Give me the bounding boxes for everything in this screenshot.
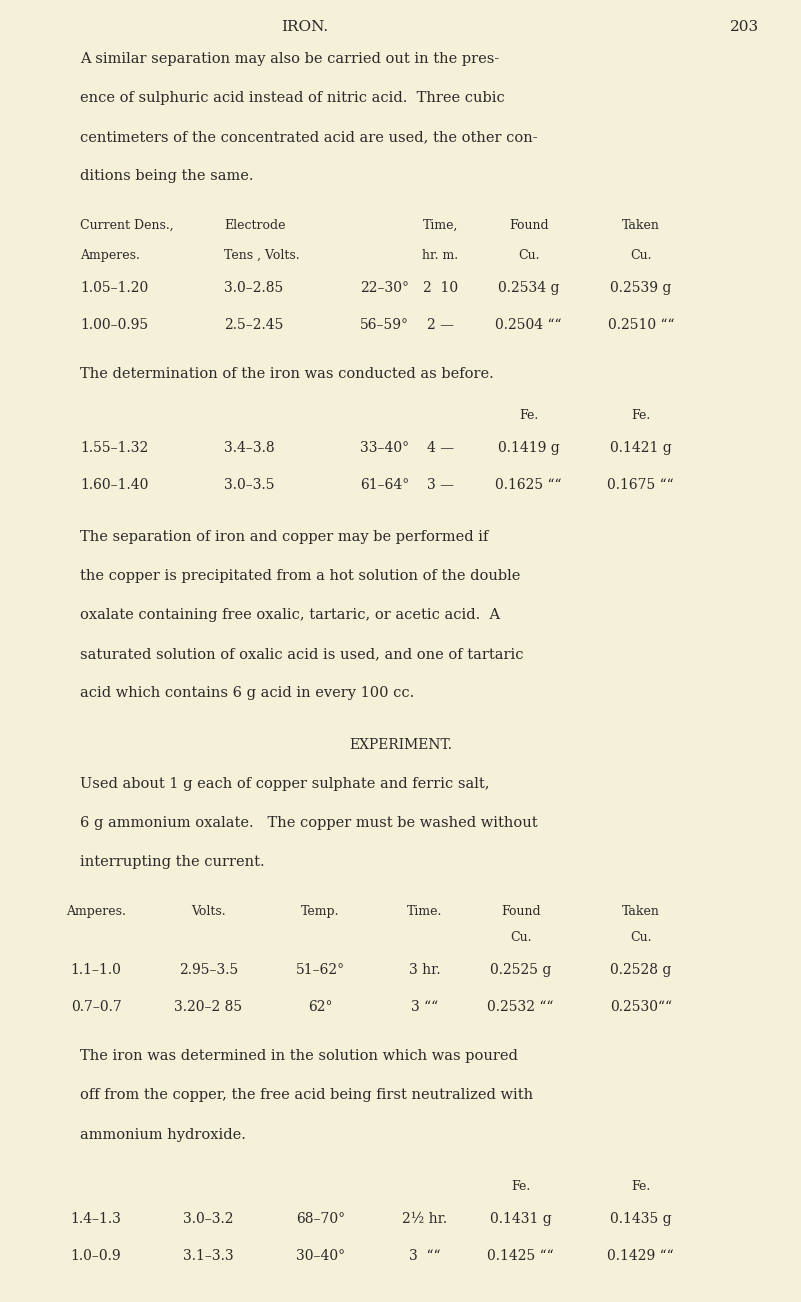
Text: hr. m.: hr. m. bbox=[422, 249, 459, 262]
Text: ammonium hydroxide.: ammonium hydroxide. bbox=[80, 1128, 246, 1142]
Text: 0.2534 g: 0.2534 g bbox=[498, 281, 559, 296]
Text: ditions being the same.: ditions being the same. bbox=[80, 169, 254, 184]
Text: Cu.: Cu. bbox=[510, 931, 531, 944]
Text: Used about 1 g each of copper sulphate and ferric salt,: Used about 1 g each of copper sulphate a… bbox=[80, 777, 489, 792]
Text: 203: 203 bbox=[731, 20, 759, 34]
Text: A similar separation may also be carried out in the pres-: A similar separation may also be carried… bbox=[80, 52, 499, 66]
Text: Amperes.: Amperes. bbox=[80, 249, 140, 262]
Text: Amperes.: Amperes. bbox=[66, 905, 126, 918]
Text: Cu.: Cu. bbox=[518, 249, 539, 262]
Text: 3.0–3.5: 3.0–3.5 bbox=[224, 478, 275, 492]
Text: Cu.: Cu. bbox=[630, 249, 651, 262]
Text: Taken: Taken bbox=[622, 905, 660, 918]
Text: 2½ hr.: 2½ hr. bbox=[402, 1212, 447, 1226]
Text: 3.0–2.85: 3.0–2.85 bbox=[224, 281, 284, 296]
Text: Electrode: Electrode bbox=[224, 219, 286, 232]
Text: 0.7–0.7: 0.7–0.7 bbox=[70, 1000, 122, 1014]
Text: 0.2539 g: 0.2539 g bbox=[610, 281, 671, 296]
Text: Cu.: Cu. bbox=[630, 931, 651, 944]
Text: 61–64°: 61–64° bbox=[360, 478, 409, 492]
Text: saturated solution of oxalic acid is used, and one of tartaric: saturated solution of oxalic acid is use… bbox=[80, 647, 524, 661]
Text: 3  ““: 3 ““ bbox=[409, 1249, 441, 1263]
Text: Current Dens.,: Current Dens., bbox=[80, 219, 174, 232]
Text: 3 —: 3 — bbox=[427, 478, 454, 492]
Text: EXPERIMENT.: EXPERIMENT. bbox=[349, 738, 452, 753]
Text: 0.2528 g: 0.2528 g bbox=[610, 963, 671, 978]
Text: 1.55–1.32: 1.55–1.32 bbox=[80, 441, 148, 456]
Text: 3 ““: 3 ““ bbox=[411, 1000, 438, 1014]
Text: 51–62°: 51–62° bbox=[296, 963, 345, 978]
Text: Fe.: Fe. bbox=[631, 1180, 650, 1193]
Text: 3.20–2 85: 3.20–2 85 bbox=[174, 1000, 243, 1014]
Text: 62°: 62° bbox=[308, 1000, 332, 1014]
Text: 1.0–0.9: 1.0–0.9 bbox=[70, 1249, 122, 1263]
Text: 0.2532 ““: 0.2532 ““ bbox=[488, 1000, 553, 1014]
Text: 0.1431 g: 0.1431 g bbox=[489, 1212, 552, 1226]
Text: 2 —: 2 — bbox=[427, 318, 454, 332]
Text: 1.60–1.40: 1.60–1.40 bbox=[80, 478, 148, 492]
Text: The separation of iron and copper may be performed if: The separation of iron and copper may be… bbox=[80, 530, 489, 544]
Text: Found: Found bbox=[509, 219, 549, 232]
Text: IRON.: IRON. bbox=[281, 20, 328, 34]
Text: ence of sulphuric acid instead of nitric acid.  Three cubic: ence of sulphuric acid instead of nitric… bbox=[80, 91, 505, 105]
Text: 33–40°: 33–40° bbox=[360, 441, 409, 456]
Text: 0.1425 ““: 0.1425 ““ bbox=[487, 1249, 554, 1263]
Text: acid which contains 6 g acid in every 100 cc.: acid which contains 6 g acid in every 10… bbox=[80, 686, 414, 700]
Text: 0.2530““: 0.2530““ bbox=[610, 1000, 672, 1014]
Text: 1.00–0.95: 1.00–0.95 bbox=[80, 318, 148, 332]
Text: 0.1419 g: 0.1419 g bbox=[497, 441, 560, 456]
Text: oxalate containing free oxalic, tartaric, or acetic acid.  A: oxalate containing free oxalic, tartaric… bbox=[80, 608, 501, 622]
Text: 1.05–1.20: 1.05–1.20 bbox=[80, 281, 148, 296]
Text: 3 hr.: 3 hr. bbox=[409, 963, 441, 978]
Text: 2.95–3.5: 2.95–3.5 bbox=[179, 963, 238, 978]
Text: 0.2510 ““: 0.2510 ““ bbox=[607, 318, 674, 332]
Text: 1.4–1.3: 1.4–1.3 bbox=[70, 1212, 122, 1226]
Text: interrupting the current.: interrupting the current. bbox=[80, 855, 264, 870]
Text: 2  10: 2 10 bbox=[423, 281, 458, 296]
Text: 56–59°: 56–59° bbox=[360, 318, 409, 332]
Text: 68–70°: 68–70° bbox=[296, 1212, 345, 1226]
Text: 0.1625 ““: 0.1625 ““ bbox=[495, 478, 562, 492]
Text: Fe.: Fe. bbox=[519, 409, 538, 422]
Text: 0.1435 g: 0.1435 g bbox=[610, 1212, 671, 1226]
Text: 0.1675 ““: 0.1675 ““ bbox=[607, 478, 674, 492]
Text: Time,: Time, bbox=[423, 219, 458, 232]
Text: 0.1429 ““: 0.1429 ““ bbox=[607, 1249, 674, 1263]
Text: The determination of the iron was conducted as before.: The determination of the iron was conduc… bbox=[80, 367, 494, 381]
Text: off from the copper, the free acid being first neutralized with: off from the copper, the free acid being… bbox=[80, 1088, 533, 1103]
Text: The iron was determined in the solution which was poured: The iron was determined in the solution … bbox=[80, 1049, 518, 1064]
Text: Volts.: Volts. bbox=[191, 905, 226, 918]
Text: 6 g ammonium oxalate.   The copper must be washed without: 6 g ammonium oxalate. The copper must be… bbox=[80, 816, 537, 831]
Text: the copper is precipitated from a hot solution of the double: the copper is precipitated from a hot so… bbox=[80, 569, 521, 583]
Text: 30–40°: 30–40° bbox=[296, 1249, 345, 1263]
Text: 3.0–3.2: 3.0–3.2 bbox=[183, 1212, 234, 1226]
Text: 0.2525 g: 0.2525 g bbox=[490, 963, 551, 978]
Text: Taken: Taken bbox=[622, 219, 660, 232]
Text: 4 —: 4 — bbox=[427, 441, 454, 456]
Text: Fe.: Fe. bbox=[631, 409, 650, 422]
Text: Temp.: Temp. bbox=[301, 905, 340, 918]
Text: 1.1–1.0: 1.1–1.0 bbox=[70, 963, 122, 978]
Text: 22–30°: 22–30° bbox=[360, 281, 409, 296]
Text: 2.5–2.45: 2.5–2.45 bbox=[224, 318, 284, 332]
Text: 3.4–3.8: 3.4–3.8 bbox=[224, 441, 275, 456]
Text: Time.: Time. bbox=[407, 905, 442, 918]
Text: Fe.: Fe. bbox=[511, 1180, 530, 1193]
Text: 3.1–3.3: 3.1–3.3 bbox=[183, 1249, 234, 1263]
Text: 0.1421 g: 0.1421 g bbox=[610, 441, 672, 456]
Text: Tens , Volts.: Tens , Volts. bbox=[224, 249, 300, 262]
Text: Found: Found bbox=[501, 905, 541, 918]
Text: centimeters of the concentrated acid are used, the other con-: centimeters of the concentrated acid are… bbox=[80, 130, 537, 145]
Text: 0.2504 ““: 0.2504 ““ bbox=[495, 318, 562, 332]
